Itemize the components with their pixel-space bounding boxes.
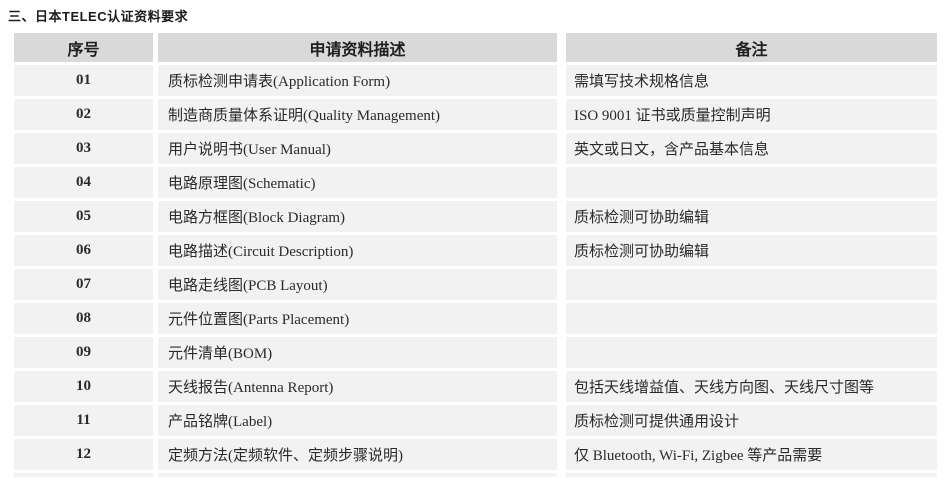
- table-row: 12 定频方法(定频软件、定频步骤说明) 仅 Bluetooth, Wi-Fi,…: [14, 439, 937, 470]
- row-description-cell: 电路描述(Circuit Description): [158, 235, 557, 266]
- header-cell-description: 申请资料描述: [158, 33, 557, 62]
- row-remark-cell: 英文或日文，含产品基本信息: [566, 133, 937, 164]
- row-description-cell: 元件清单(BOM): [158, 337, 557, 368]
- table-header-row: 序号 申请资料描述 备注: [14, 33, 937, 62]
- row-remark-cell: [566, 303, 937, 334]
- row-remark-cell: [566, 269, 937, 300]
- certification-requirements-table: 序号 申请资料描述 备注 01 质标检测申请表(Application Form…: [14, 33, 937, 480]
- row-description-cell: 产品铭牌(Label): [158, 405, 557, 436]
- row-description-cell: 用户说明书(User Manual): [158, 133, 557, 164]
- section-title: 三、日本TELEC认证资料要求: [8, 9, 189, 24]
- header-cell-remark: 备注: [566, 33, 937, 62]
- row-remark-cell: 质标检测可提供通用设计: [566, 405, 937, 436]
- header-cell-number: 序号: [14, 33, 153, 62]
- table-row: 05 电路方框图(Block Diagram) 质标检测可协助编辑: [14, 201, 937, 232]
- row-description-cell: 电路原理图(Schematic): [158, 167, 557, 198]
- row-description-cell: 质标检测申请表(Application Form): [158, 65, 557, 96]
- row-number-cell: 10: [14, 371, 153, 402]
- row-remark-cell: 质标检测可协助编辑: [566, 235, 937, 266]
- row-remark-cell: 需填写技术规格信息: [566, 65, 937, 96]
- row-number-cell: 02: [14, 99, 153, 130]
- row-remark-cell: [566, 337, 937, 368]
- row-number-cell: 08: [14, 303, 153, 334]
- row-number-cell: 11: [14, 405, 153, 436]
- row-remark-cell: [566, 167, 937, 198]
- table-row: 06 电路描述(Circuit Description) 质标检测可协助编辑: [14, 235, 937, 266]
- partial-next-row: [14, 473, 937, 477]
- table-row: 11 产品铭牌(Label) 质标检测可提供通用设计: [14, 405, 937, 436]
- table-row: 02 制造商质量体系证明(Quality Management) ISO 900…: [14, 99, 937, 130]
- partial-cell: [566, 473, 937, 477]
- row-description-cell: 制造商质量体系证明(Quality Management): [158, 99, 557, 130]
- row-description-cell: 天线报告(Antenna Report): [158, 371, 557, 402]
- row-remark-cell: ISO 9001 证书或质量控制声明: [566, 99, 937, 130]
- row-number-cell: 06: [14, 235, 153, 266]
- row-remark-cell: 仅 Bluetooth, Wi-Fi, Zigbee 等产品需要: [566, 439, 937, 470]
- table-row: 04 电路原理图(Schematic): [14, 167, 937, 198]
- partial-cell: [14, 473, 153, 477]
- table-body: 01 质标检测申请表(Application Form) 需填写技术规格信息 0…: [14, 65, 937, 470]
- table-row: 07 电路走线图(PCB Layout): [14, 269, 937, 300]
- row-number-cell: 03: [14, 133, 153, 164]
- row-number-cell: 04: [14, 167, 153, 198]
- row-remark-cell: 质标检测可协助编辑: [566, 201, 937, 232]
- row-description-cell: 元件位置图(Parts Placement): [158, 303, 557, 334]
- row-remark-cell: 包括天线增益值、天线方向图、天线尺寸图等: [566, 371, 937, 402]
- row-description-cell: 电路方框图(Block Diagram): [158, 201, 557, 232]
- row-number-cell: 05: [14, 201, 153, 232]
- table-row: 08 元件位置图(Parts Placement): [14, 303, 937, 334]
- row-number-cell: 01: [14, 65, 153, 96]
- table-row: 01 质标检测申请表(Application Form) 需填写技术规格信息: [14, 65, 937, 96]
- table-row: 10 天线报告(Antenna Report) 包括天线增益值、天线方向图、天线…: [14, 371, 937, 402]
- table-row: 03 用户说明书(User Manual) 英文或日文，含产品基本信息: [14, 133, 937, 164]
- row-number-cell: 12: [14, 439, 153, 470]
- row-description-cell: 电路走线图(PCB Layout): [158, 269, 557, 300]
- table-row: 09 元件清单(BOM): [14, 337, 937, 368]
- row-number-cell: 09: [14, 337, 153, 368]
- row-number-cell: 07: [14, 269, 153, 300]
- row-description-cell: 定频方法(定频软件、定频步骤说明): [158, 439, 557, 470]
- partial-cell: [158, 473, 557, 477]
